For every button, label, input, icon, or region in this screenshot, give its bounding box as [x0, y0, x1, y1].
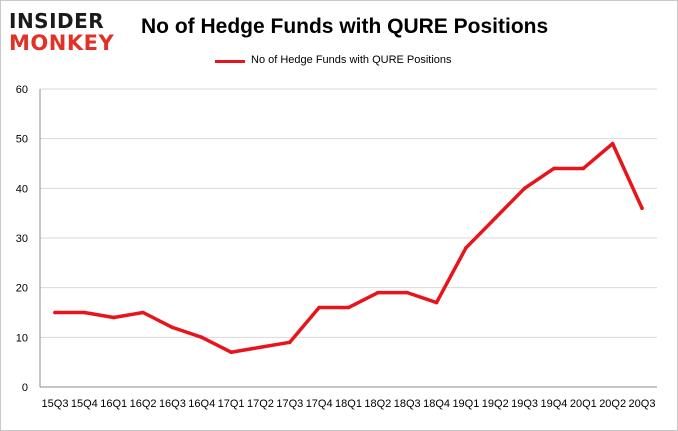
data-point — [258, 345, 263, 350]
data-point — [199, 335, 204, 340]
data-point — [111, 315, 116, 320]
data-point — [405, 290, 410, 295]
legend-swatch — [215, 60, 245, 63]
data-point — [170, 325, 175, 330]
x-tick-label: 18Q1 — [335, 398, 362, 410]
data-point — [522, 186, 527, 191]
x-tick-label: 18Q2 — [364, 398, 391, 410]
x-tick-label: 19Q3 — [511, 398, 538, 410]
legend-label: No of Hedge Funds with QURE Positions — [251, 54, 452, 66]
chart-title: No of Hedge Funds with QURE Positions — [141, 15, 549, 38]
y-tick-label: 60 — [16, 84, 28, 96]
y-tick-label: 40 — [16, 183, 28, 195]
y-tick-label: 50 — [16, 134, 28, 146]
y-tick-label: 20 — [16, 283, 28, 295]
data-point — [493, 216, 498, 220]
x-tick-label: 16Q2 — [130, 398, 157, 410]
x-tick-label: 15Q3 — [42, 398, 69, 410]
x-tick-label: 15Q4 — [71, 398, 98, 410]
data-point — [464, 246, 468, 250]
data-point — [346, 305, 351, 310]
x-tick-label: 20Q1 — [570, 398, 597, 410]
data-point — [376, 290, 380, 295]
data-point — [53, 310, 57, 315]
x-tick-label: 16Q4 — [188, 398, 215, 410]
data-point — [581, 166, 586, 171]
y-tick-label: 0 — [22, 382, 28, 394]
x-tick-label: 18Q3 — [394, 398, 421, 410]
x-tick-label: 17Q3 — [276, 398, 303, 410]
insider-monkey-logo: INSIDER MONKEY — [9, 9, 127, 55]
logo-text-monkey: MONKEY — [9, 31, 115, 55]
x-tick-label: 17Q1 — [218, 398, 245, 410]
x-tick-label: 16Q1 — [100, 398, 127, 410]
y-tick-label: 30 — [16, 233, 28, 245]
data-point — [317, 305, 321, 310]
series-line — [53, 141, 644, 354]
y-tick-label: 10 — [16, 332, 28, 344]
data-point — [640, 206, 644, 210]
data-point — [288, 340, 292, 345]
data-point — [552, 166, 556, 171]
data-point — [229, 350, 233, 355]
x-tick-label: 19Q2 — [482, 398, 509, 410]
x-tick-label: 19Q4 — [540, 398, 567, 410]
data-point — [82, 310, 87, 315]
x-tick-label: 20Q2 — [599, 398, 626, 410]
logo-text-insider: INSIDER — [9, 9, 105, 33]
x-tick-label: 17Q2 — [247, 398, 274, 410]
x-tick-label: 20Q3 — [629, 398, 656, 410]
data-point — [141, 310, 145, 315]
x-tick-label: 16Q3 — [159, 398, 186, 410]
data-point — [610, 141, 615, 146]
data-point — [434, 300, 439, 305]
x-tick-label: 17Q4 — [306, 398, 333, 410]
x-tick-label: 19Q1 — [452, 398, 479, 410]
x-tick-label: 18Q4 — [423, 398, 450, 410]
